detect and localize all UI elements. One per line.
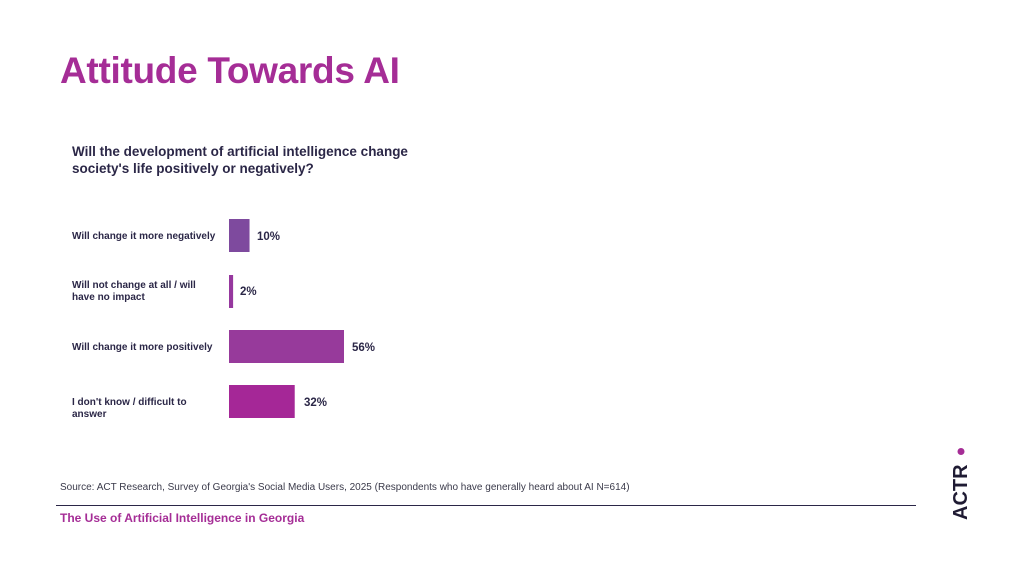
category-label: Will change it more positively: [72, 342, 213, 353]
value-label: 56%: [352, 342, 376, 354]
source-note: Source: ACT Research, Survey of Georgia'…: [60, 482, 630, 493]
bar: [229, 330, 344, 363]
chart-question: Will the development of artificial intel…: [72, 144, 408, 176]
category-label: Will not change at all / will have no im…: [72, 280, 196, 303]
category-label: I don't know / difficult to answer: [72, 397, 187, 420]
footer-title: The Use of Artificial Intelligence in Ge…: [60, 511, 305, 525]
bar: [229, 275, 234, 308]
value-label: 10%: [257, 231, 281, 243]
value-label: 2%: [240, 286, 257, 298]
footer-divider: [56, 505, 916, 506]
value-label: 32%: [304, 397, 328, 409]
act-research-logo: ACTR: [950, 448, 972, 520]
bar: [229, 385, 295, 418]
category-label: Will change it more negatively: [72, 231, 216, 242]
svg-text:ACTR: ACTR: [950, 464, 972, 520]
bar: [229, 219, 250, 252]
page-title: Attitude Towards AI: [60, 50, 400, 91]
